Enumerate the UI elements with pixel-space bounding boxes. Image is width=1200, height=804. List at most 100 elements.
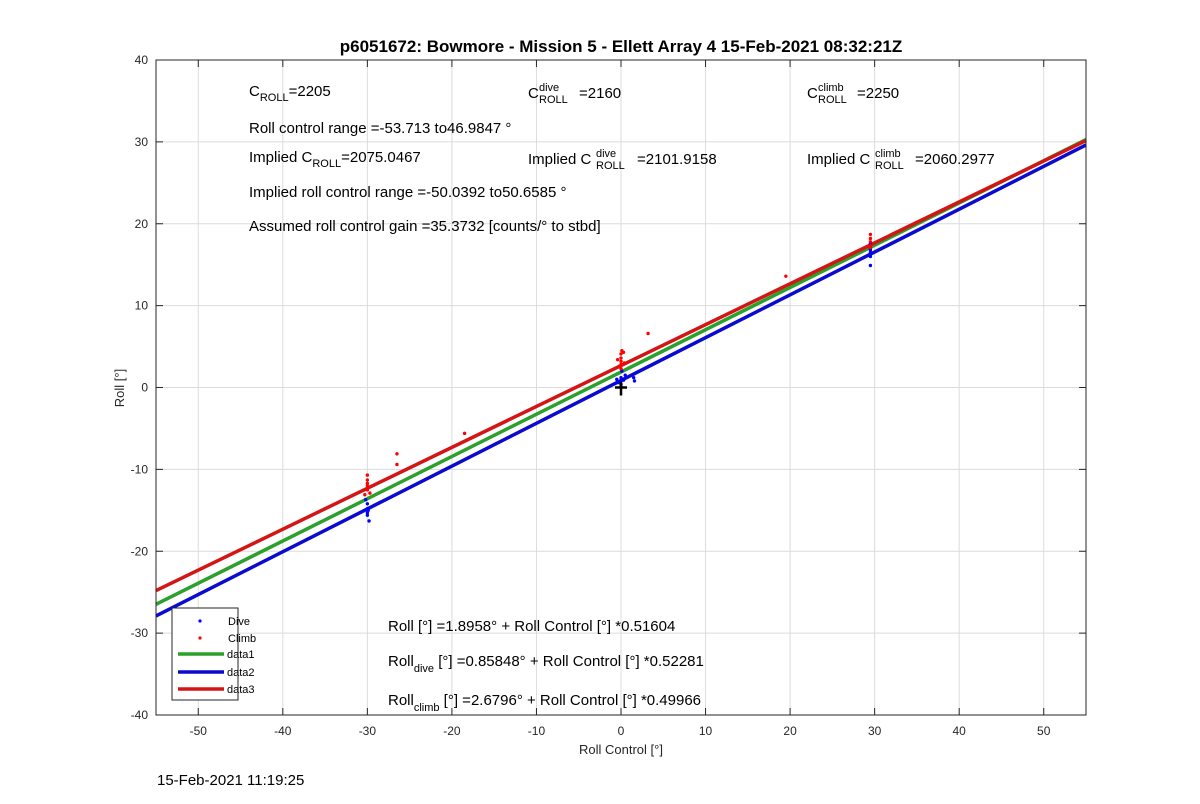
x-axis-label: Roll Control [°]	[579, 742, 663, 757]
y-tick-label: 0	[141, 381, 148, 395]
implied-c-roll-value: =2075.0467	[341, 149, 421, 166]
y-tick-label: 10	[135, 299, 149, 313]
y-tick-label: -10	[131, 462, 149, 476]
point-climb	[462, 431, 467, 436]
point-dive	[868, 250, 873, 255]
implied-c-roll-dive-sup: dive	[596, 148, 616, 160]
legend-climb-label: Climb	[228, 633, 256, 645]
annotation-roll-control-range: Roll control range =-53.713 to46.9847 °	[249, 120, 511, 137]
x-tick-labels: -50 -40 -30 -20 -10 0 10 20 30 40 50	[190, 724, 1051, 738]
point-climb	[365, 478, 370, 482]
point-dive	[367, 519, 371, 523]
annotation-fit-all: Roll [°] =1.8958° + Roll Control [°] *0.…	[388, 618, 675, 635]
fit-dive-rest: [°] =0.85848° + Roll Control [°] *0.5228…	[434, 653, 704, 670]
annotation-c-roll-dive: C	[528, 85, 539, 102]
fit-climb-sub: climb	[414, 702, 440, 714]
point-climb	[368, 491, 372, 495]
c-roll-dive-sup: dive	[539, 82, 559, 94]
annotation-assumed-gain: Assumed roll control gain =35.3732 [coun…	[249, 218, 601, 235]
x-tick-label: -30	[359, 724, 377, 738]
x-tick-label: 40	[953, 724, 967, 738]
plot-border	[155, 59, 1087, 716]
x-tick-label: -20	[443, 724, 461, 738]
point-dive	[619, 375, 623, 380]
annotation-fit-climb: Rollclimb [°] =2.6796° + Roll Control [°…	[388, 692, 701, 714]
annotation-fit-dive: Rolldive [°] =0.85848° + Roll Control [°…	[388, 653, 704, 675]
point-climb	[615, 357, 620, 362]
c-roll-dive-base: C	[528, 85, 539, 102]
y-axis-label: Roll [°]	[112, 369, 127, 407]
point-dive	[363, 497, 368, 502]
x-tick-label: 0	[618, 724, 625, 738]
implied-c-roll-prefix: Implied C	[249, 149, 313, 166]
y-tick-label: 30	[135, 135, 149, 149]
point-dive	[868, 254, 873, 259]
c-roll-base: C	[249, 83, 260, 100]
annotation-implied-c-roll-climb: Implied C	[807, 151, 871, 168]
legend-climb-marker	[198, 636, 202, 640]
point-climb	[619, 352, 623, 356]
annotation-c-roll: CROLL=2205	[249, 83, 331, 104]
y-tick-label: 40	[135, 53, 149, 67]
annotation-implied-c-roll: Implied CROLL=2075.0467	[249, 149, 421, 170]
point-dive	[616, 380, 621, 385]
legend: Dive Climb data1 data2 data3	[171, 607, 256, 701]
x-tick-label: 50	[1037, 724, 1051, 738]
c-roll-dive-value: =2160	[579, 85, 621, 102]
legend-dive-marker	[198, 619, 202, 623]
point-dive	[615, 377, 619, 382]
x-tick-label: 30	[868, 724, 882, 738]
implied-c-roll-climb-sup: climb	[875, 148, 901, 160]
point-climb	[365, 473, 370, 477]
annotation-implied-c-roll-dive: Implied C	[528, 151, 592, 168]
timestamp-footer: 15-Feb-2021 11:19:25	[157, 772, 305, 789]
y-tick-label: 20	[135, 217, 149, 231]
point-dive	[868, 263, 873, 268]
fit-dive-sub: dive	[414, 663, 434, 675]
legend-data3-label: data3	[227, 684, 255, 696]
y-tick-label: -30	[131, 626, 149, 640]
c-roll-climb-sub: ROLL	[818, 94, 847, 106]
point-climb	[365, 484, 370, 488]
point-climb	[619, 366, 623, 371]
fit-climb-rest: [°] =2.6796° + Roll Control [°] *0.49966	[440, 692, 702, 709]
point-climb	[619, 356, 623, 360]
x-tick-label: -50	[190, 724, 208, 738]
point-climb	[868, 236, 873, 241]
chart-title: p6051672: Bowmore - Mission 5 - Ellett A…	[340, 37, 903, 56]
legend-data1-label: data1	[227, 649, 255, 661]
c-roll-climb-base: C	[807, 85, 818, 102]
point-climb	[395, 452, 399, 456]
point-climb	[868, 240, 873, 244]
implied-c-roll-dive-value: =2101.9158	[637, 151, 717, 168]
x-tick-label: 20	[783, 724, 797, 738]
annotation-implied-roll-range: Implied roll control range =-50.0392 to5…	[249, 184, 566, 201]
point-dive	[365, 513, 370, 517]
implied-c-roll-climb-value: =2060.2977	[915, 151, 995, 168]
point-climb	[363, 493, 367, 497]
fit-dive-base: Roll	[388, 653, 414, 670]
c-roll-sub: ROLL	[260, 92, 289, 104]
fit-climb-base: Roll	[388, 692, 414, 709]
point-climb	[868, 232, 873, 237]
point-dive	[631, 375, 636, 380]
annotation-c-roll-climb: C	[807, 85, 818, 102]
point-climb	[784, 274, 788, 278]
implied-c-roll-sub: ROLL	[312, 158, 341, 170]
legend-data2-label: data2	[227, 667, 255, 679]
x-tick-label: -10	[528, 724, 546, 738]
point-dive	[365, 502, 370, 506]
point-climb	[619, 359, 623, 363]
implied-c-roll-climb-sub: ROLL	[875, 160, 904, 172]
y-tick-label: -40	[131, 708, 149, 722]
point-dive	[868, 248, 873, 252]
y-tick-labels: -40 -30 -20 -10 0 10 20 30 40	[131, 53, 149, 722]
point-climb	[365, 481, 370, 485]
point-climb	[868, 245, 873, 250]
point-dive	[366, 508, 370, 513]
c-roll-climb-value: =2250	[857, 85, 899, 102]
c-roll-value: =2205	[289, 83, 331, 100]
implied-c-roll-dive-sub: ROLL	[596, 160, 625, 172]
c-roll-dive-sub: ROLL	[539, 94, 568, 106]
